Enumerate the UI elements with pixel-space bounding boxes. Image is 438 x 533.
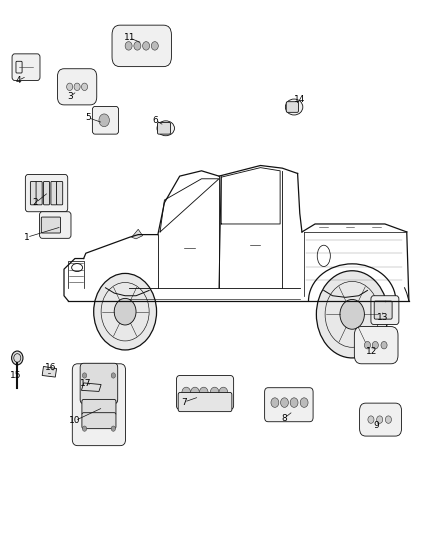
FancyBboxPatch shape: [112, 25, 171, 67]
Circle shape: [199, 387, 208, 398]
Circle shape: [143, 42, 150, 50]
Circle shape: [271, 398, 279, 407]
FancyBboxPatch shape: [57, 69, 97, 105]
Text: 7: 7: [181, 398, 187, 407]
Circle shape: [210, 387, 219, 398]
Text: 2: 2: [33, 198, 39, 207]
FancyBboxPatch shape: [178, 392, 232, 411]
FancyBboxPatch shape: [157, 123, 170, 134]
FancyBboxPatch shape: [177, 375, 233, 409]
Circle shape: [316, 271, 388, 358]
Text: 1: 1: [24, 233, 30, 242]
Circle shape: [82, 373, 87, 378]
Text: 17: 17: [80, 379, 92, 388]
FancyBboxPatch shape: [12, 54, 40, 80]
Circle shape: [12, 351, 23, 365]
Text: 11: 11: [124, 34, 135, 43]
Polygon shape: [81, 383, 101, 391]
Polygon shape: [132, 229, 143, 239]
Text: 14: 14: [294, 94, 305, 103]
FancyBboxPatch shape: [39, 212, 71, 238]
Circle shape: [281, 398, 288, 407]
Circle shape: [94, 273, 156, 350]
FancyBboxPatch shape: [51, 181, 57, 205]
FancyBboxPatch shape: [354, 327, 398, 364]
Text: 3: 3: [68, 92, 74, 101]
Text: 15: 15: [10, 371, 22, 380]
Circle shape: [114, 298, 136, 325]
Text: 9: 9: [373, 422, 379, 431]
FancyBboxPatch shape: [360, 403, 402, 436]
Text: 5: 5: [85, 113, 91, 122]
Circle shape: [372, 342, 378, 349]
Text: 12: 12: [366, 347, 378, 356]
Text: 13: 13: [377, 312, 389, 321]
FancyBboxPatch shape: [374, 301, 392, 319]
FancyBboxPatch shape: [371, 296, 399, 325]
Circle shape: [377, 416, 383, 423]
Polygon shape: [42, 367, 57, 377]
Circle shape: [82, 426, 87, 431]
Circle shape: [381, 342, 387, 349]
FancyBboxPatch shape: [72, 364, 126, 446]
Circle shape: [125, 42, 132, 50]
FancyBboxPatch shape: [82, 413, 116, 429]
Text: 6: 6: [153, 116, 159, 125]
Circle shape: [300, 398, 308, 407]
FancyBboxPatch shape: [36, 181, 42, 205]
Ellipse shape: [286, 99, 303, 115]
Circle shape: [74, 83, 80, 91]
Text: 10: 10: [69, 416, 81, 425]
Circle shape: [134, 42, 141, 50]
FancyBboxPatch shape: [286, 102, 298, 112]
Circle shape: [191, 387, 199, 398]
FancyBboxPatch shape: [16, 61, 22, 73]
Circle shape: [111, 373, 116, 378]
Circle shape: [385, 416, 392, 423]
Circle shape: [151, 42, 158, 50]
FancyBboxPatch shape: [57, 181, 63, 205]
Circle shape: [67, 83, 73, 91]
Circle shape: [290, 398, 298, 407]
FancyBboxPatch shape: [80, 364, 118, 403]
Circle shape: [219, 387, 228, 398]
Circle shape: [340, 300, 364, 329]
Circle shape: [81, 83, 88, 91]
Circle shape: [182, 387, 191, 398]
FancyBboxPatch shape: [43, 181, 49, 205]
Text: 8: 8: [282, 414, 287, 423]
FancyBboxPatch shape: [41, 217, 60, 233]
FancyBboxPatch shape: [30, 181, 36, 205]
Text: 4: 4: [15, 76, 21, 85]
Circle shape: [368, 416, 374, 423]
Circle shape: [99, 114, 110, 127]
FancyBboxPatch shape: [82, 399, 116, 415]
Text: 16: 16: [45, 363, 57, 372]
FancyBboxPatch shape: [25, 174, 68, 212]
Circle shape: [364, 342, 371, 349]
FancyBboxPatch shape: [265, 387, 313, 422]
Ellipse shape: [157, 121, 174, 136]
FancyBboxPatch shape: [92, 107, 119, 134]
Circle shape: [111, 426, 116, 431]
